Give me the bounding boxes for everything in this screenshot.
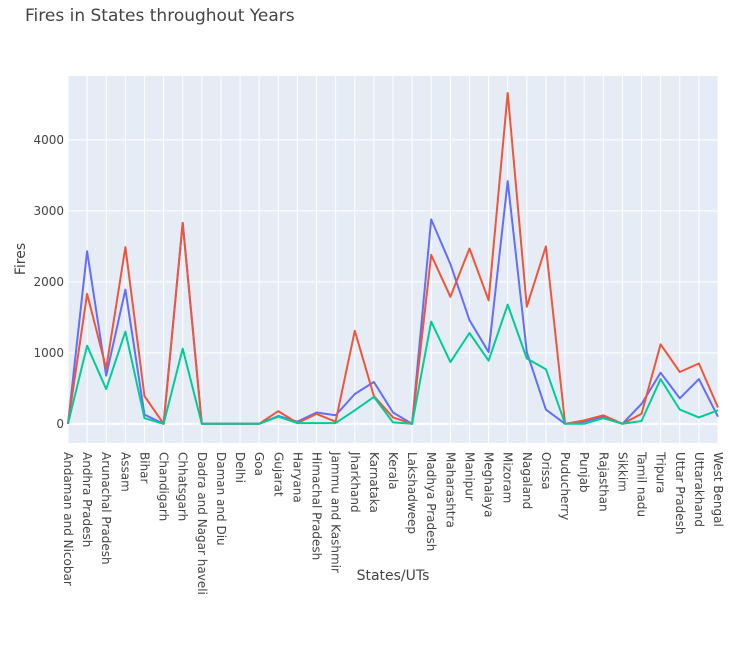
y-tick-label: 3000 [33,204,64,218]
x-tick-label: Rajasthan [596,452,610,512]
x-tick-label: Punjab [577,452,591,493]
x-tick-label: Nagaland [520,452,534,509]
x-tick-label: Tamil nadu [635,451,649,517]
x-tick-label: Daman and Diu [214,452,228,546]
x-tick-label: Uttarakhand [692,452,706,527]
x-tick-label: Gujarat [271,452,285,497]
series-line-2 [67,92,719,425]
x-tick-label: Manipur [462,452,476,501]
y-tick-label: 2000 [33,275,64,289]
x-tick-label: Lakshadweep [405,452,419,534]
x-tick-label: Mizoram [501,452,515,503]
x-tick-label: Bihar [137,452,151,484]
x-tick-label: Chhatsgarh [176,452,190,521]
x-tick-label: Meghalaya [482,452,496,517]
x-tick-label: Dadra and Nagar haveli [195,452,209,595]
x-tick-label: Himachal Pradesh [310,452,324,560]
x-tick-label: Chandigarh [157,452,171,521]
x-tick-label: Puducherry [558,452,572,520]
x-tick-label: Assam [118,452,132,492]
x-tick-label: Arunachal Pradesh [99,452,113,565]
y-axis-title: Fires [13,243,29,275]
x-tick-label: Kerala [386,452,400,490]
series-line-3 [67,303,719,425]
x-tick-label: Maharashtra [443,452,457,528]
x-tick-label: Madhya Pradesh [424,452,438,551]
x-tick-label: Andaman and Nicobar [61,452,75,586]
x-tick-label: Sikkim [615,452,629,492]
x-tick-label: Goa [252,452,266,476]
x-axis-ticks: Andaman and Nicobar Andhra Pradesh Arunach… [61,451,725,595]
x-tick-label: Jharkhand [348,451,362,513]
x-tick-label: Haryana [290,452,304,503]
x-tick-label: Andhra Pradesh [80,452,94,547]
y-tick-label: 1000 [33,346,64,360]
x-tick-label: Uttar Pradesh [673,452,687,534]
y-tick-label: 4000 [33,133,64,147]
x-axis-title: States/UTs [357,568,430,584]
x-tick-label: Delhi [233,452,247,483]
chart-title: Fires in States throughout Years [25,6,295,26]
x-tick-label: West Bengal [711,452,725,527]
x-tick-label: Jammu and Kashmir [329,451,343,573]
series-lines [67,92,719,425]
y-axis-ticks: 0 1000 2000 3000 4000 [33,133,64,431]
x-tick-label: Tripura [654,451,668,493]
x-tick-label: Orissa [539,452,553,490]
y-tick-label: 0 [56,417,64,431]
x-tick-label: Karnataka [367,452,381,513]
